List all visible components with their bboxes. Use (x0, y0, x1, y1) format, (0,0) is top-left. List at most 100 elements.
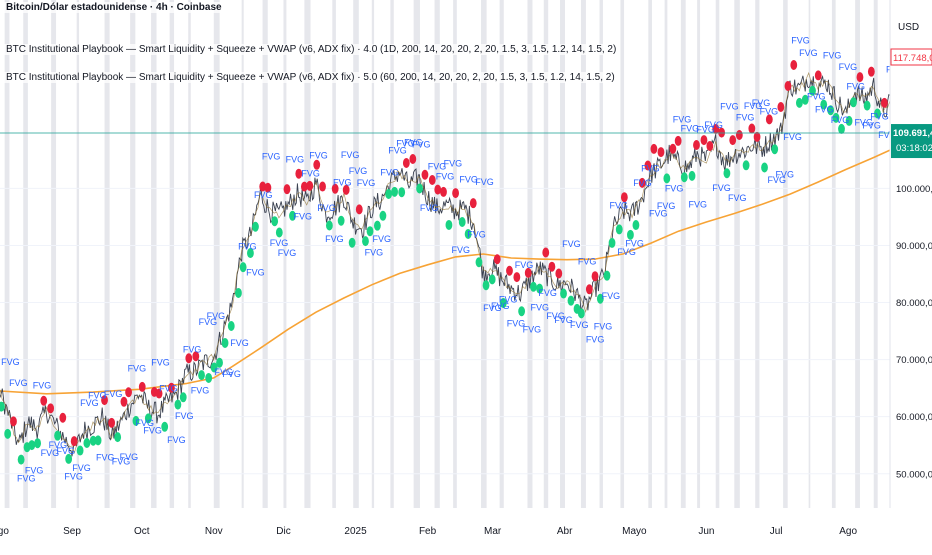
bullish-signal-dot (771, 144, 779, 155)
bullish-signal-dot (65, 453, 73, 464)
fvg-label: FVG (128, 364, 147, 374)
bearish-signal-dot (693, 139, 700, 150)
fvg-label: FVG (775, 169, 794, 179)
bullish-signal-dot (499, 298, 507, 309)
bearish-signal-dot (669, 143, 677, 154)
bearish-signal-dot (421, 169, 429, 180)
session-band (76, 0, 80, 508)
bullish-signal-dot (530, 281, 537, 292)
bearish-signal-dot (185, 353, 193, 364)
bullish-signal-dot (398, 187, 406, 198)
bearish-signal-dot (40, 395, 48, 406)
fvg-label: FVG (633, 178, 652, 188)
bearish-signal-dot (409, 154, 417, 165)
fvg-label: FVG (246, 268, 265, 278)
price-axis[interactable] (890, 0, 932, 550)
session-band (648, 0, 652, 508)
bearish-signal-dot (657, 147, 665, 158)
bearish-signal-dot (644, 160, 652, 171)
current-price-label: 109.691,41 (893, 128, 932, 139)
fvg-label: FVG (586, 335, 605, 345)
fvg-label: FVG (878, 130, 897, 140)
bullish-signal-dot (0, 401, 5, 412)
fvg-label: FVG (17, 473, 36, 483)
bullish-signal-dot (536, 283, 543, 294)
bullish-signal-dot (596, 293, 604, 304)
fvg-label: FVG (870, 111, 889, 121)
fvg-label: FVG (823, 50, 842, 60)
session-band (188, 0, 191, 508)
bearish-signal-dot (513, 272, 521, 283)
time-axis[interactable] (0, 508, 932, 550)
bullish-signal-dot (161, 421, 169, 432)
y-tick-label: 60.000,00 (896, 412, 932, 423)
fvg-label: FVG (594, 322, 613, 332)
bearish-signal-dot (125, 387, 132, 398)
fvg-label: FVG (847, 81, 866, 91)
session-band (808, 0, 811, 508)
bullish-signal-dot (28, 440, 36, 451)
fvg-label: FVG (507, 318, 526, 328)
bullish-signal-dot (615, 224, 623, 235)
bearish-signal-dot (790, 59, 798, 70)
bullish-signal-dot (114, 432, 122, 443)
fvg-label: FVG (483, 303, 502, 313)
fvg-label: FVG (341, 150, 360, 160)
session-band (413, 0, 420, 508)
bullish-signal-dot (34, 438, 42, 449)
bullish-signal-dot (801, 94, 809, 105)
bearish-signal-dot (192, 351, 200, 362)
session-band (755, 0, 760, 508)
bearish-signal-dot (506, 265, 513, 276)
fvg-label: FVG (388, 145, 407, 155)
session-band (151, 0, 157, 508)
session-band (783, 0, 788, 508)
countdown-label: 03:18:02 (896, 143, 932, 154)
x-tick-label: Ago (0, 526, 9, 537)
fvg-label: FVG (1, 357, 20, 367)
fvg-label: FVG (191, 385, 210, 395)
fvg-label: FVG (151, 357, 170, 367)
bearish-signal-dot (555, 268, 563, 279)
session-band (697, 0, 701, 508)
bullish-signal-dot (221, 337, 229, 348)
session-band (262, 0, 268, 508)
indicator-legend-2[interactable]: BTC Institutional Playbook — Smart Liqui… (4, 72, 617, 83)
bearish-signal-dot (650, 143, 658, 154)
fvg-label: FVG (578, 256, 597, 266)
bearish-signal-dot (524, 267, 532, 278)
bullish-signal-dot (216, 357, 223, 368)
bullish-signal-dot (198, 370, 205, 381)
bullish-signal-dot (348, 237, 356, 248)
fvg-label: FVG (538, 288, 557, 298)
fvg-label: FVG (207, 311, 226, 321)
indicator-legend-1[interactable]: BTC Institutional Playbook — Smart Liqui… (4, 44, 619, 55)
bullish-signal-dot (337, 215, 345, 226)
fvg-label: FVG (831, 115, 850, 125)
bullish-signal-dot (4, 428, 12, 439)
fvg-label: FVG (673, 114, 692, 124)
session-band (560, 0, 565, 508)
bullish-signal-dot (89, 435, 97, 446)
bearish-signal-dot (259, 181, 267, 192)
bullish-signal-dot (205, 372, 213, 383)
fvg-label: FVG (135, 418, 154, 428)
bearish-signal-dot (155, 388, 163, 399)
fvg-label: FVG (839, 62, 858, 72)
bearish-signal-dot (108, 417, 116, 428)
fvg-label: FVG (49, 440, 68, 450)
bullish-signal-dot (275, 227, 283, 238)
y-tick-label: 70.000,00 (896, 355, 932, 366)
bullish-signal-dot (560, 288, 567, 299)
fvg-label: FVG (768, 175, 787, 185)
fvg-label: FVG (712, 183, 731, 193)
fvg-label: FVG (436, 171, 455, 181)
fvg-label: FVG (515, 260, 534, 270)
fvg-label: FVG (499, 295, 518, 305)
bullish-signal-dot (174, 399, 182, 410)
fvg-label: FVG (799, 48, 818, 58)
bullish-signal-dot (838, 123, 845, 134)
chart-title-text: Bitcoin/Dólar estadounidense · 4h · Coin… (4, 2, 224, 13)
fvg-label: FVG (96, 453, 115, 463)
